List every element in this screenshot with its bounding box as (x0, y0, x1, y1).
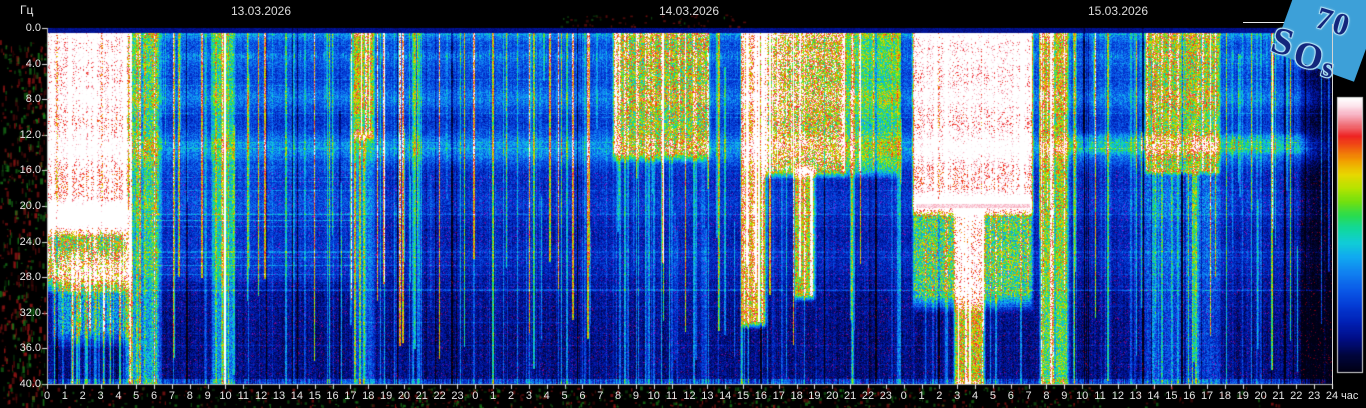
x-axis-hour-label: 2 (936, 390, 943, 402)
x-axis-hour-label: 3 (97, 390, 104, 402)
x-axis-hour-label: 3 (954, 390, 961, 402)
x-axis-hour-label: 1 (61, 390, 68, 402)
x-axis-hour-label: 17 (772, 390, 785, 402)
x-axis-hour-label: 18 (1218, 390, 1232, 402)
x-axis-hour-label: 8 (615, 390, 622, 402)
x-axis-hour-label: 10 (1076, 390, 1089, 402)
x-axis-hour-label: 11 (665, 390, 678, 402)
x-axis-hour-label: 13 (1129, 390, 1142, 402)
x-axis-hour-label: 0 (472, 390, 479, 402)
x-axis-hour-label: 1 (918, 390, 925, 402)
x-axis-hour-label: 22 (861, 390, 875, 402)
x-axis-hour-label: 15 (1165, 390, 1178, 402)
x-axis-hour-label: 7 (168, 390, 175, 402)
x-axis-hour-label: 20 (397, 390, 411, 402)
x-axis-hour-label: 18 (362, 390, 375, 402)
x-axis-hour-label: 20 (826, 390, 839, 402)
x-axis-hour-label: 21 (415, 390, 428, 402)
x-axis-hour-label: 11 (1094, 390, 1106, 402)
x-axis-hour-label: 19 (808, 390, 821, 402)
x-axis-hour-label: 16 (326, 390, 339, 402)
x-axis-hour-label: 12 (1111, 390, 1124, 402)
x-axis-hour-label: 8 (1043, 390, 1050, 402)
y-axis-tick-label: 36.0 (19, 342, 41, 355)
x-axis-hour-label: 19 (379, 390, 393, 402)
x-axis-hour-label: 5 (133, 390, 140, 402)
x-axis-hour-label: 21 (1272, 390, 1285, 402)
x-axis-hour-label: 7 (1025, 390, 1032, 402)
x-axis-hour-label: 4 (543, 390, 550, 402)
x-axis-hour-label: 22 (1290, 390, 1303, 402)
x-axis-hour-label: 20 (1254, 390, 1267, 402)
x-axis-hour-label: 14 (1147, 390, 1160, 402)
x-axis-hour-label: 9 (1061, 390, 1068, 402)
x-axis-hour-label: 0 (900, 390, 907, 402)
x-axis-hour-label: 1 (490, 390, 497, 402)
date-label-day1: 13.03.2026 (230, 4, 292, 18)
x-axis-hour-label: 13 (272, 390, 286, 402)
x-axis-hour-label: 8 (186, 390, 193, 402)
x-axis-hour-label: 12 (683, 390, 696, 402)
x-axis-hour-label: 6 (1007, 390, 1014, 402)
x-axis-unit-label: час (1341, 390, 1359, 402)
x-axis-hour-label: 9 (632, 390, 640, 402)
x-axis-hour-label: 17 (344, 390, 357, 402)
x-axis-hour-label: 14 (719, 390, 732, 402)
y-axis-unit-label: Гц (20, 3, 34, 17)
x-axis-hour-label: 9 (204, 390, 211, 402)
x-axis-hour-label: 4 (115, 390, 122, 402)
x-axis-hour-label: 15 (736, 390, 750, 402)
x-axis-hour-label: 23 (879, 390, 892, 402)
y-axis-tick-label: 20.0 (19, 200, 41, 212)
x-axis-hour-label: 4 (971, 390, 979, 402)
x-axis-hour-label: 18 (790, 390, 803, 402)
date-label-day3: 15.03.2026 (1087, 4, 1149, 18)
x-axis-hour-label: 15 (308, 390, 321, 402)
y-axis-tick-label: 40.0 (19, 378, 41, 390)
x-axis-hour-label: 22 (433, 390, 446, 402)
x-axis-hour-label: 5 (989, 390, 996, 402)
x-axis-hour-label: 6 (151, 390, 158, 402)
y-axis-tick-label: 4.0 (25, 57, 41, 70)
x-axis-hour-label: 10 (647, 390, 660, 402)
y-axis-tick-label: 32.0 (19, 306, 41, 319)
x-axis-hour-label: 19 (1236, 390, 1249, 402)
x-axis-hour-label: 17 (1200, 390, 1214, 402)
x-axis-hour-label: 6 (579, 390, 586, 402)
x-axis-hour-label: 16 (1183, 390, 1196, 402)
x-axis-hour-label: 23 (451, 390, 464, 402)
x-axis-hour-label: 11 (237, 390, 250, 402)
plot-right-border-line (1332, 24, 1333, 389)
x-axis-hour-label: 3 (525, 390, 532, 402)
y-axis-tick-label: 24.0 (19, 235, 41, 248)
y-axis-tick-label: 12.0 (19, 128, 41, 141)
x-axis-hour-label: 10 (219, 390, 232, 402)
date-label-day2: 14.03.2026 (658, 4, 720, 18)
x-axis-hour-label: 23 (1308, 390, 1321, 402)
y-axis-tick-label: 16.0 (19, 164, 41, 177)
x-axis-hour-label: 2 (79, 390, 86, 402)
x-axis-hour-label: 13 (701, 390, 714, 402)
x-axis-hour-label: 24 (1325, 390, 1339, 402)
x-axis-hour-label: 14 (290, 390, 303, 402)
x-axis-hour-label: 5 (561, 390, 568, 402)
y-axis-tick-label: 0.0 (25, 22, 41, 34)
x-axis-hour-label: 21 (844, 390, 857, 402)
y-axis-tick-label: 8.0 (25, 93, 41, 106)
x-axis-hour-label: 12 (255, 390, 268, 402)
x-axis-hour-label: 2 (507, 390, 515, 402)
x-axis-hour-label: 16 (754, 390, 767, 402)
x-axis-hour-label: 0 (43, 390, 51, 402)
y-axis-tick-label: 28.0 (19, 271, 41, 284)
x-axis-hour-label: 7 (597, 390, 604, 402)
